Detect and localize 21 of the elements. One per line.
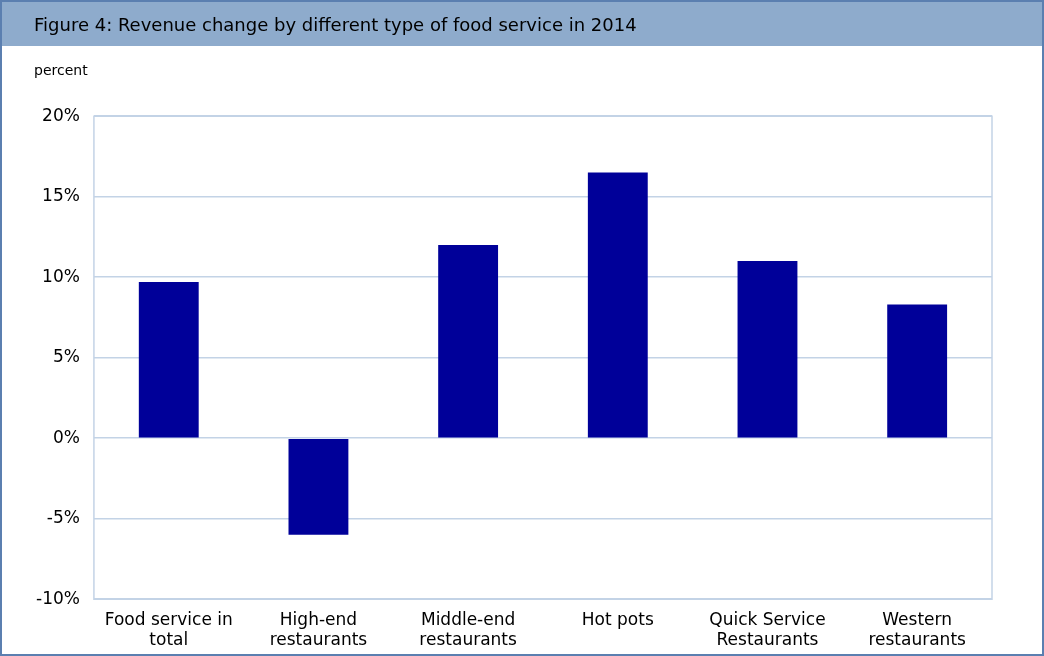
bar — [288, 438, 349, 535]
bar — [887, 304, 948, 438]
x-tick-label: Quick Service Restaurants — [709, 608, 826, 650]
y-tick-label: 10% — [42, 265, 80, 286]
x-tick-label: Hot pots — [581, 608, 654, 629]
bar — [737, 261, 798, 438]
y-tick-label: 20% — [42, 104, 80, 125]
chart-title: Figure 4: Revenue change by different type of food service in 2014 — [2, 2, 1042, 46]
y-tick-label: -10% — [36, 587, 80, 608]
x-tick-label: Middle-end restaurants — [419, 608, 518, 650]
y-tick-label: -5% — [46, 507, 80, 528]
y-axis-title: percent — [34, 62, 88, 78]
y-tick-label: 0% — [52, 426, 80, 447]
x-tick-label: Food service in total — [104, 608, 233, 650]
y-tick-label: 5% — [52, 346, 80, 367]
y-tick-label: 15% — [42, 185, 80, 206]
bar — [587, 172, 648, 438]
x-tick-label: High-end restaurants — [269, 608, 368, 650]
bar — [438, 245, 499, 438]
x-tick-label: Western restaurants — [868, 608, 967, 650]
bar — [138, 282, 199, 438]
